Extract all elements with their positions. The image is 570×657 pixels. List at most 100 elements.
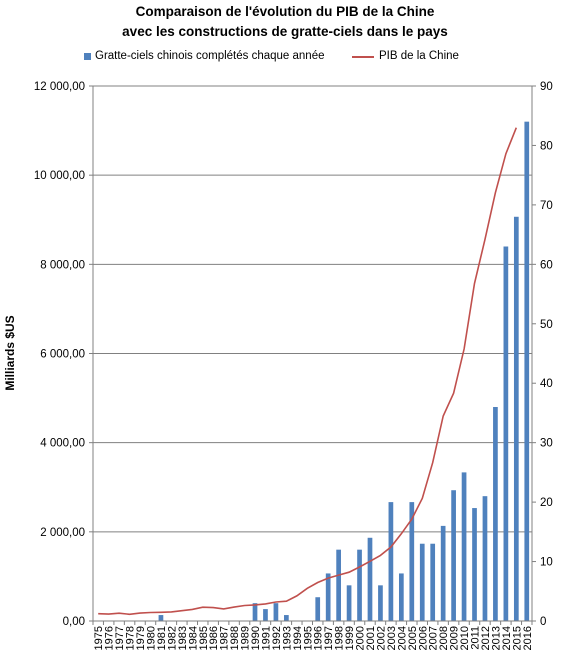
- x-tick-label: 1991: [261, 626, 273, 650]
- x-tick-label: 2010: [459, 626, 471, 650]
- bar: [367, 537, 373, 621]
- bar: [357, 549, 362, 621]
- bar: [315, 597, 321, 621]
- bar: [440, 525, 446, 621]
- line-series: [98, 127, 518, 616]
- x-tick-label: 2002: [375, 626, 387, 650]
- bar: [482, 496, 488, 621]
- x-tick-label: 1984: [187, 626, 199, 650]
- bar: [524, 121, 530, 622]
- left-tick-label: 0,00: [63, 616, 85, 628]
- x-tick-label: 2016: [522, 626, 534, 650]
- bar: [263, 609, 268, 621]
- legend-label-line: PIB de la Chine: [379, 50, 459, 62]
- x-tick-label: 1975: [93, 626, 105, 650]
- x-tick-label: 1980: [146, 626, 158, 650]
- gdp-line: [98, 127, 518, 616]
- x-tick-label: 1977: [114, 626, 126, 650]
- legend-item-line: PIB de la Chine: [352, 50, 459, 62]
- right-tick-label: 50: [540, 319, 553, 331]
- x-tick-label: 2005: [407, 626, 419, 650]
- bar-series: [158, 121, 530, 622]
- x-tick-label: 2007: [428, 626, 440, 650]
- x-tick-label: 1979: [135, 626, 147, 650]
- bar: [461, 472, 467, 621]
- bar: [398, 573, 404, 621]
- bar: [472, 508, 477, 621]
- x-tick-label: 1996: [313, 626, 325, 650]
- left-tick-label: 8 000,00: [40, 259, 85, 271]
- legend-item-bars: Gratte-ciels chinois complétés chaque an…: [84, 50, 325, 62]
- gridlines: [93, 85, 532, 533]
- x-tick-label: 1987: [219, 626, 231, 650]
- bar: [346, 585, 352, 621]
- x-tick-label: 1992: [271, 626, 283, 650]
- x-tick-label: 2011: [470, 626, 482, 650]
- right-tick-label: 90: [540, 81, 553, 93]
- x-tick-label: 1998: [334, 626, 346, 650]
- bar: [503, 246, 509, 621]
- legend-bar-swatch: [84, 53, 91, 60]
- axes: 0,00 2 000,00 4 000,00 6 000,00 8 000,00 10 0…: [34, 81, 553, 650]
- chart-title-line2: avec les constructions de gratte-ciels d…: [122, 24, 448, 39]
- x-tick-label: 2015: [511, 626, 523, 650]
- x-tick-label: 2013: [490, 626, 502, 650]
- right-tick-label: 30: [540, 438, 553, 450]
- x-tick-label: 1986: [208, 626, 220, 650]
- bar: [493, 407, 498, 621]
- y-axis-label: Milliards $US: [3, 315, 17, 390]
- x-tick-label: 1976: [104, 626, 116, 650]
- bar: [419, 543, 425, 621]
- right-tick-label: 40: [540, 378, 553, 390]
- x-tick-label: 2001: [365, 626, 377, 650]
- bar: [252, 603, 258, 621]
- right-tick-label: 80: [540, 140, 553, 152]
- x-tick-label: 2012: [480, 626, 492, 650]
- chart-title-line1: Comparaison de l'évolution du PIB de la …: [135, 4, 435, 19]
- x-tick-label: 2009: [449, 626, 461, 650]
- left-tick-label: 6 000,00: [40, 349, 85, 361]
- right-tick-label: 60: [540, 259, 553, 271]
- left-tick-label: 2 000,00: [40, 527, 85, 539]
- x-tick-label: 1983: [177, 626, 189, 650]
- legend-label-bars: Gratte-ciels chinois complétés chaque an…: [95, 50, 325, 62]
- x-tick-label: 2000: [355, 626, 367, 650]
- bar: [388, 502, 394, 621]
- x-tick-label: 2006: [417, 626, 429, 650]
- x-tick-label: 1995: [302, 626, 314, 650]
- x-tick-label: 1993: [281, 626, 293, 650]
- bar: [336, 549, 341, 621]
- right-tick-label: 20: [540, 497, 553, 509]
- legend-line-swatch: [352, 56, 374, 58]
- x-tick-label: 1994: [292, 626, 304, 650]
- bar: [378, 585, 383, 621]
- x-tick-label: 1985: [198, 626, 210, 650]
- x-tick-label: 1982: [166, 626, 178, 650]
- right-tick-label: 10: [540, 557, 553, 569]
- x-tick-label: 1997: [323, 626, 335, 650]
- left-tick-label: 4 000,00: [40, 438, 85, 450]
- right-tick-label: 0: [540, 616, 546, 628]
- x-tick-label: 1978: [125, 626, 137, 650]
- bar: [513, 216, 519, 621]
- x-tick-label: 1989: [240, 626, 252, 650]
- bar: [451, 490, 456, 621]
- x-tick-label: 1999: [344, 626, 356, 650]
- x-tick-label: 1990: [250, 626, 262, 650]
- left-tick-label: 10 000,00: [34, 170, 85, 182]
- x-tick-label: 2003: [386, 626, 398, 650]
- x-tick-label: 1988: [229, 626, 241, 650]
- bar: [273, 603, 279, 621]
- x-tick-label: 2014: [501, 626, 513, 650]
- bar: [409, 502, 415, 621]
- bar: [325, 573, 331, 621]
- left-tick-label: 12 000,00: [34, 81, 85, 93]
- right-tick-label: 70: [540, 200, 553, 212]
- x-tick-label: 1981: [156, 626, 168, 650]
- bar: [158, 615, 164, 621]
- x-tick-label: 2008: [438, 626, 450, 650]
- x-tick-label: 2004: [396, 626, 408, 650]
- bar: [430, 543, 436, 621]
